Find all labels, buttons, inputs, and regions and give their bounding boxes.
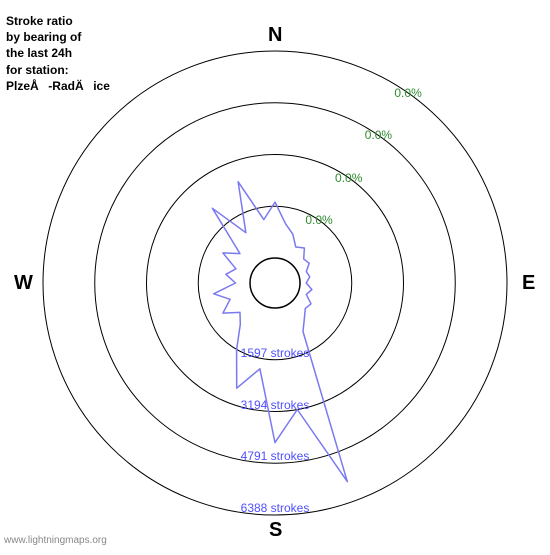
- cardinal-s: S: [269, 519, 282, 542]
- cardinal-e: E: [522, 272, 535, 295]
- chart-svg: [0, 0, 550, 550]
- cardinal-n: N: [268, 24, 282, 47]
- ring-label-top-3: 0.0%: [394, 86, 421, 100]
- ring-label-bottom-3: 6388 strokes: [241, 501, 310, 515]
- ring-label-top-0: 0.0%: [305, 213, 332, 227]
- footer-attribution: www.lightningmaps.org: [4, 535, 107, 546]
- ring-label-bottom-0: 1597 strokes: [241, 346, 310, 360]
- ring-label-top-1: 0.0%: [335, 171, 362, 185]
- ring-label-top-2: 0.0%: [365, 128, 392, 142]
- polar-chart: N S E W 0.0% 1597 strokes 0.0% 3194 strokes…: [0, 0, 550, 550]
- cardinal-w: W: [14, 272, 33, 295]
- ring-label-bottom-1: 3194 strokes: [241, 398, 310, 412]
- ring-label-bottom-2: 4791 strokes: [241, 449, 310, 463]
